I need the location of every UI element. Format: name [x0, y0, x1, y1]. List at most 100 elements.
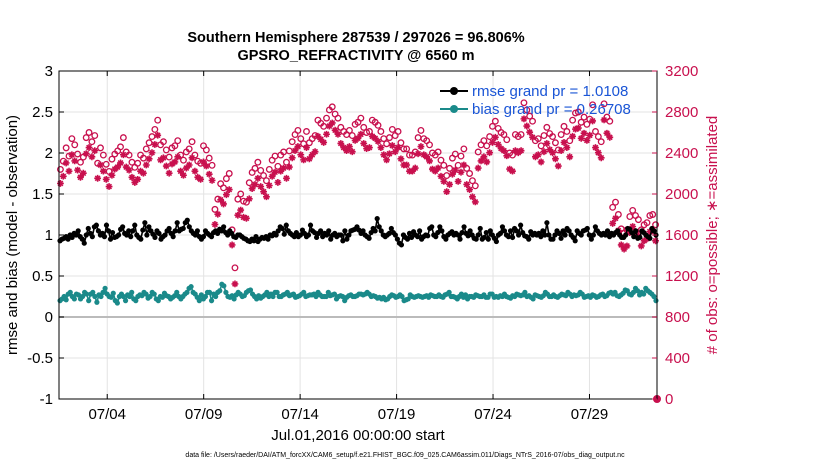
bias-marker: [92, 293, 98, 300]
bias-marker: [129, 289, 135, 295]
bias-marker: [630, 289, 637, 295]
possible-obs-marker: [397, 139, 405, 147]
bias-marker: [530, 296, 536, 302]
possible-obs-marker: [394, 128, 402, 135]
assimilated-obs-marker: [368, 132, 376, 140]
assimilated-obs-marker: [554, 162, 562, 170]
possible-obs-marker: [583, 120, 591, 128]
possible-obs-marker: [388, 125, 396, 133]
possible-obs-marker: [142, 145, 150, 153]
assimilated-obs-marker: [503, 152, 511, 160]
possible-obs-marker: [251, 164, 259, 172]
rmse-marker: [214, 230, 221, 236]
bias-marker: [94, 299, 100, 305]
possible-obs-marker: [323, 114, 330, 122]
assimilated-obs-marker: [552, 155, 559, 163]
possible-obs-marker: [400, 145, 408, 153]
possible-obs-marker: [652, 221, 660, 229]
possible-obs-marker: [480, 137, 488, 145]
assimilated-obs-marker: [202, 162, 210, 170]
possible-obs-marker: [348, 132, 356, 140]
assimilated-obs-marker: [125, 166, 133, 174]
bias-marker: [206, 289, 213, 295]
assimilated-obs-marker: [511, 147, 519, 155]
legend-rmse-label: rmse grand pr = 1.0108: [472, 83, 628, 100]
rmse-marker: [293, 229, 299, 236]
bias-marker: [270, 293, 276, 300]
possible-obs-marker: [491, 117, 499, 125]
assimilated-obs-marker: [449, 170, 456, 178]
assimilated-obs-marker: [346, 143, 353, 150]
rmse-marker: [485, 236, 491, 242]
rmse-marker: [128, 234, 134, 240]
rmse-marker: [283, 222, 289, 228]
assimilated-obs-marker: [526, 128, 534, 136]
y-axis-ticks: -1 -0.5 0 0.5 1 1.5 2 2.5 3: [27, 63, 64, 408]
bias-marker: [202, 293, 209, 300]
rmse-marker: [408, 234, 415, 241]
assimilated-obs-marker: [300, 156, 308, 164]
possible-obs-marker: [557, 131, 565, 138]
rmse-marker: [429, 224, 435, 230]
possible-obs-marker: [185, 145, 193, 153]
assimilated-obs-marker: [388, 142, 396, 149]
rmse-marker: [340, 238, 346, 244]
assimilated-obs-marker: [569, 132, 576, 140]
bias-marker: [100, 289, 106, 295]
rmse-marker: [311, 229, 318, 236]
possible-obs-marker: [592, 128, 599, 135]
assimilated-obs-marker: [140, 169, 147, 177]
y2-tick-label: 400: [665, 350, 690, 367]
possible-obs-marker: [283, 158, 290, 166]
possible-obs-marker: [457, 152, 465, 160]
bias-marker: [213, 293, 219, 300]
possible-obs-marker: [77, 158, 84, 166]
rmse-marker: [253, 234, 259, 240]
possible-obs-marker: [154, 116, 162, 124]
possible-obs-marker: [162, 146, 170, 154]
rmse-marker: [566, 228, 572, 234]
x-tick-label: 07/09: [185, 406, 223, 423]
y-tick-label: 2: [45, 145, 53, 162]
assimilated-obs-marker: [380, 151, 388, 159]
y-tick-label: 0.5: [32, 268, 53, 285]
bias-marker: [634, 288, 641, 294]
assimilated-obs-marker: [171, 158, 179, 166]
possible-obs-marker: [551, 139, 559, 147]
rmse-marker: [417, 228, 423, 234]
assimilated-obs-marker: [351, 137, 359, 144]
rmse-marker: [69, 234, 75, 241]
rmse-marker: [560, 228, 566, 234]
bias-marker: [75, 292, 82, 298]
assimilated-obs-marker: [68, 151, 76, 159]
rmse-marker: [342, 228, 348, 234]
rmse-marker: [562, 232, 568, 238]
y-tick-label: -1: [40, 391, 53, 408]
rmse-marker: [180, 225, 186, 232]
x-tick-label: 07/04: [88, 406, 126, 423]
assimilated-obs-marker: [574, 124, 582, 132]
possible-obs-marker: [609, 203, 617, 211]
assimilated-obs-marker: [205, 170, 213, 178]
possible-obs-marker: [211, 205, 219, 213]
possible-obs-marker: [202, 146, 210, 154]
assimilated-obs-marker: [254, 174, 262, 182]
assimilated-obs-marker: [274, 179, 282, 186]
rmse-marker: [186, 224, 192, 230]
assimilated-obs-marker: [105, 183, 113, 190]
assimilated-obs-marker: [74, 166, 81, 174]
bias-marker: [174, 289, 180, 295]
bias-marker: [98, 293, 104, 300]
rmse-marker: [378, 228, 384, 234]
possible-obs-marker: [265, 165, 273, 173]
possible-obs-marker: [523, 106, 531, 114]
bias-marker: [446, 289, 452, 295]
rmse-marker: [542, 232, 548, 238]
assimilated-obs-marker: [77, 173, 84, 181]
possible-obs-marker: [357, 114, 365, 122]
assimilated-obs-marker: [560, 139, 568, 146]
rmse-marker: [481, 234, 487, 241]
rmse-marker: [633, 228, 639, 234]
rmse-marker: [558, 235, 564, 241]
rmse-marker: [83, 232, 89, 238]
